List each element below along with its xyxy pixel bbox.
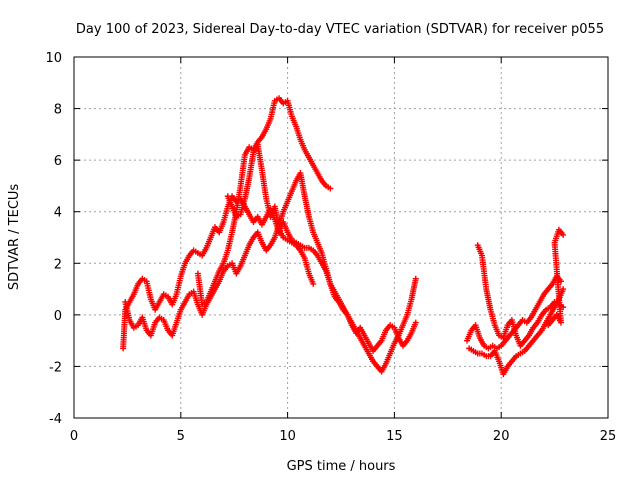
x-tick-label: 0 [70, 429, 78, 444]
y-tick-label: 6 [54, 154, 62, 169]
data-points [120, 95, 567, 378]
series-3 [224, 141, 317, 287]
series-7 [545, 226, 567, 329]
series-2 [194, 95, 334, 308]
series-6 [474, 242, 567, 349]
data-point [310, 280, 317, 287]
x-tick-label: 25 [600, 429, 617, 444]
y-tick-label: 2 [54, 257, 62, 272]
chart-title: Day 100 of 2023, Sidereal Day-to-day VTE… [76, 22, 604, 37]
y-axis-label: SDTVAR / TECUs [7, 184, 22, 291]
data-point [327, 185, 334, 192]
series-1 [122, 170, 419, 354]
plot-frame [73, 56, 609, 419]
axis-ticks: 0 5 10 15 20 25 -4 -2 0 2 4 6 8 10 [45, 51, 616, 444]
x-tick-label: 10 [279, 429, 296, 444]
y-tick-label: 4 [54, 206, 62, 221]
data-point [558, 278, 565, 285]
data-point [560, 231, 567, 238]
x-tick-label: 5 [177, 429, 185, 444]
data-point [412, 275, 419, 282]
y-tick-label: 8 [54, 103, 62, 118]
x-tick-label: 15 [386, 429, 403, 444]
x-tick-label: 20 [493, 429, 510, 444]
x-axis-label: GPS time / hours [287, 459, 396, 474]
y-tick-label: -4 [49, 412, 62, 427]
y-tick-label: -2 [49, 360, 62, 375]
y-tick-label: 0 [54, 309, 62, 324]
series-5 [466, 286, 567, 378]
y-tick-label: 10 [45, 51, 62, 66]
grid [74, 57, 608, 418]
data-point [412, 319, 419, 326]
